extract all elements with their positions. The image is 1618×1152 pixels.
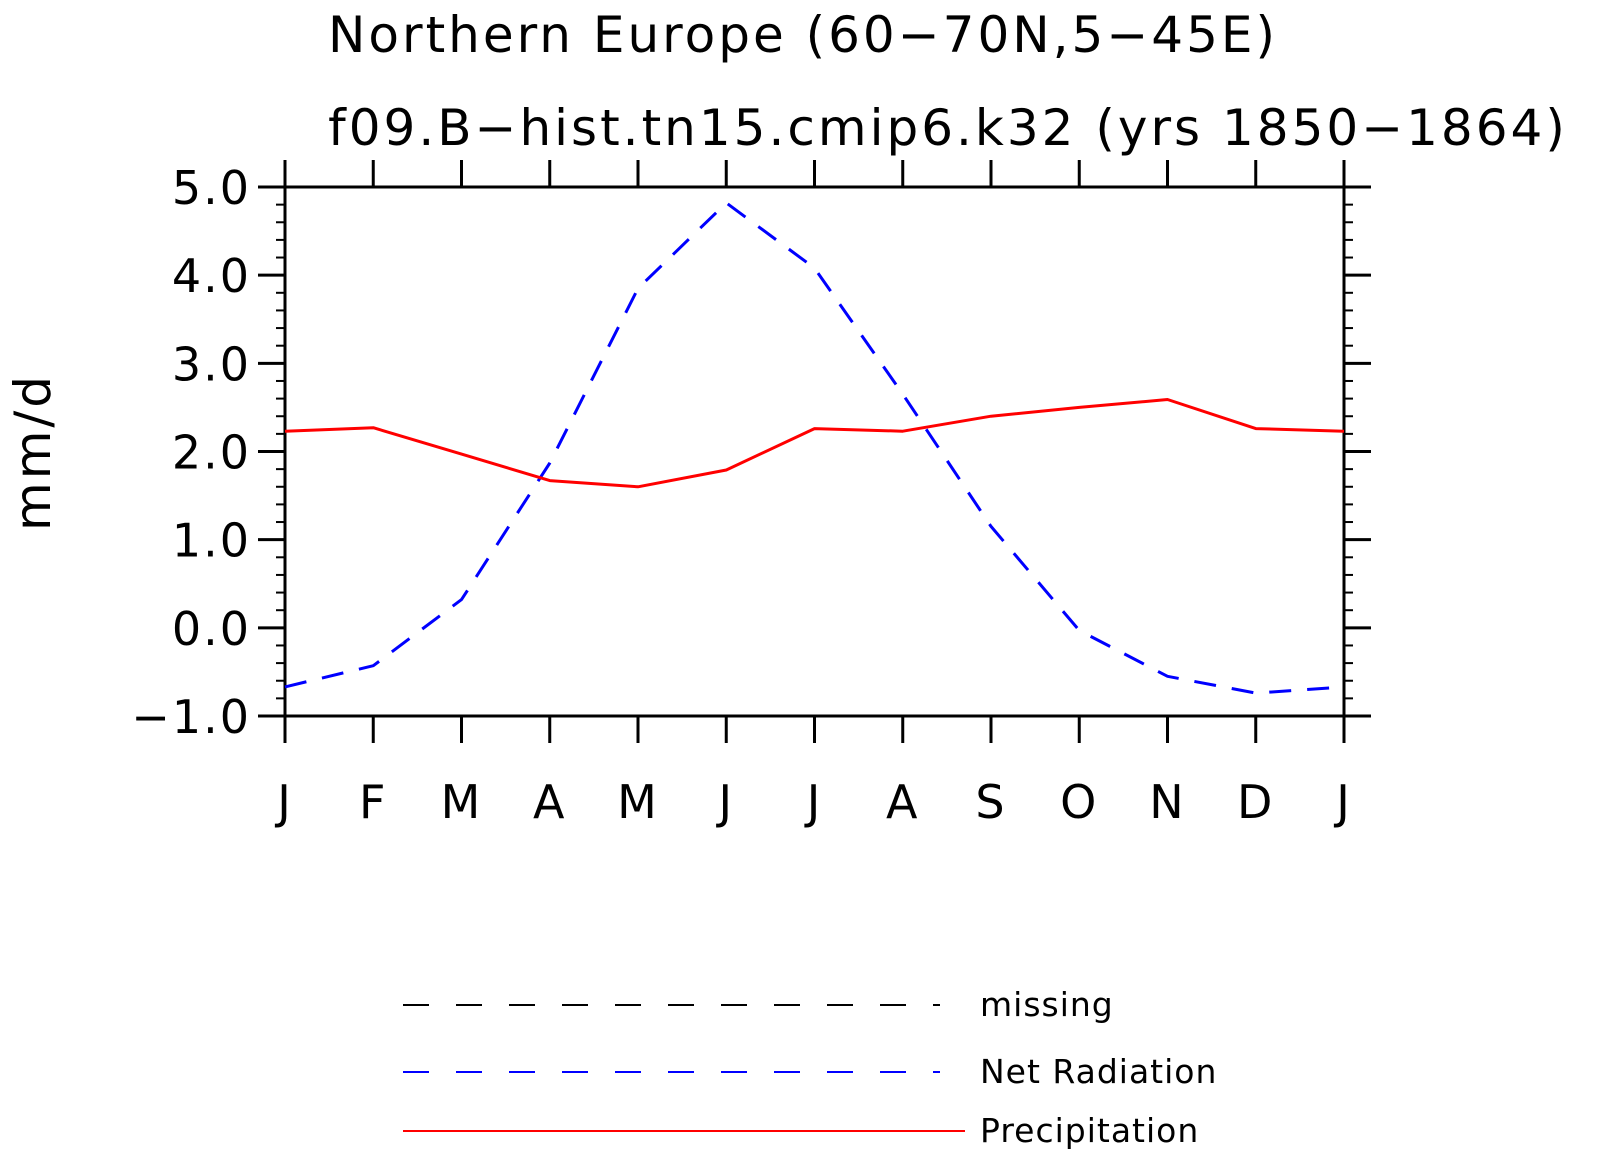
major-ticks (258, 160, 1371, 743)
legend-label-net-radiation: Net Radiation (980, 1052, 1217, 1091)
y-tick-labels: −1.0 0.0 1.0 2.0 3.0 4.0 5.0 (131, 161, 251, 744)
y-tick-label: 1.0 (172, 514, 251, 568)
legend-label-missing: missing (980, 985, 1114, 1024)
x-tick-label: A (533, 775, 566, 829)
legend: missing Net Radiation Precipitation (403, 985, 1217, 1150)
x-tick-label: D (1237, 775, 1274, 829)
x-tick-label: J (1333, 775, 1352, 829)
x-tick-label: J (274, 775, 293, 829)
series-lines (284, 201, 1345, 695)
y-tick-label: 5.0 (172, 161, 251, 215)
x-tick-label: A (886, 775, 919, 829)
y-tick-label: −1.0 (131, 690, 251, 744)
x-tick-label: J (804, 775, 823, 829)
x-tick-label: O (1060, 775, 1098, 829)
legend-label-precipitation: Precipitation (980, 1111, 1199, 1150)
plot-frame (283, 185, 1346, 718)
y-tick-label: 2.0 (172, 426, 251, 480)
y-tick-label: 3.0 (172, 337, 251, 391)
x-tick-label: M (441, 775, 483, 829)
minor-ticks (276, 203, 1353, 700)
x-tick-label: S (975, 775, 1006, 829)
x-tick-label: J (715, 775, 734, 829)
x-tick-label: F (359, 775, 387, 829)
series-line-precipitation (284, 398, 1345, 489)
y-tick-label: 0.0 (172, 602, 251, 656)
chart-title: Northern Europe (60−70N,5−45E) (328, 6, 1278, 64)
x-tick-label: N (1149, 775, 1185, 829)
series-line-net-radiation (284, 201, 1345, 695)
y-axis-label: mm/d (4, 373, 62, 531)
plot-border (283, 185, 1346, 718)
y-tick-label: 4.0 (172, 249, 251, 303)
chart-subtitle: f09.B−hist.tn15.cmip6.k32 (yrs 1850−1864… (328, 99, 1568, 157)
x-tick-label: M (617, 775, 659, 829)
